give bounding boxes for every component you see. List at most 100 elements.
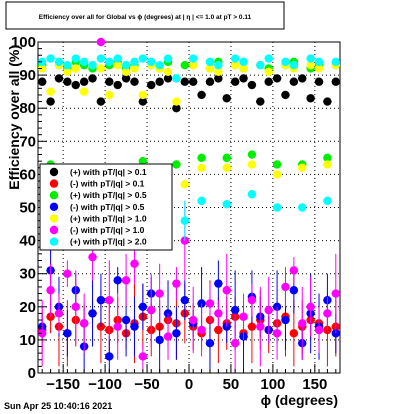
legend-label: (+) with pT/|q| > 2.0 — [70, 237, 147, 247]
data-point — [298, 319, 307, 328]
x-tick-label: −150 — [46, 376, 80, 393]
data-point — [96, 54, 106, 63]
legend-label: (+) with pT/|q| > 0.1 — [70, 167, 147, 177]
data-point — [180, 295, 190, 305]
data-point — [197, 163, 206, 172]
legend-marker — [49, 179, 59, 188]
data-point — [230, 77, 240, 86]
data-point — [281, 282, 290, 292]
data-point — [331, 77, 341, 86]
data-point — [214, 74, 223, 83]
data-point — [46, 87, 55, 96]
data-point — [331, 57, 341, 67]
y-tick-label: 100 — [11, 34, 36, 51]
data-point — [172, 104, 181, 113]
data-point — [172, 160, 181, 169]
data-point — [79, 57, 89, 67]
data-point — [88, 74, 97, 83]
data-point — [147, 305, 156, 315]
data-point — [155, 60, 164, 70]
legend-marker — [49, 214, 59, 223]
data-point — [105, 57, 114, 67]
data-point — [71, 54, 80, 63]
data-point — [230, 339, 240, 348]
data-point — [46, 54, 55, 63]
data-point — [272, 170, 282, 179]
data-point — [197, 196, 206, 206]
data-point — [281, 315, 290, 325]
data-point — [289, 60, 299, 70]
data-point — [247, 322, 257, 331]
data-point — [147, 57, 156, 67]
data-point — [256, 97, 265, 106]
legend-marker — [49, 225, 59, 235]
data-point — [289, 286, 299, 295]
data-point — [138, 352, 148, 361]
data-point — [172, 97, 181, 106]
data-point — [163, 54, 173, 63]
legend-label: (-) with pT/|q| > 0.1 — [70, 179, 145, 189]
y-tick-label: 30 — [19, 266, 36, 283]
legend-marker — [49, 191, 59, 200]
data-point — [172, 74, 181, 83]
data-point — [239, 312, 248, 321]
y-axis-title: Efficiency over all (%) — [6, 45, 22, 190]
data-point — [272, 329, 282, 338]
data-point — [113, 80, 122, 90]
x-tick-label: 0 — [185, 376, 193, 393]
data-point — [323, 160, 332, 169]
data-point — [71, 64, 80, 73]
data-point — [247, 295, 257, 305]
y-tick-label: 80 — [19, 100, 36, 117]
data-point — [121, 276, 131, 285]
y-tick-label: 60 — [19, 166, 36, 183]
data-point — [37, 77, 47, 86]
data-point — [314, 77, 324, 86]
data-point — [306, 302, 315, 311]
series-0 — [37, 74, 341, 113]
legend-label: (+) with pT/|q| > 1.0 — [70, 213, 147, 223]
data-point — [88, 60, 97, 70]
x-tick-label: −50 — [134, 376, 159, 393]
data-point — [113, 60, 122, 70]
data-point — [121, 67, 131, 76]
x-tick-label: 50 — [223, 376, 240, 393]
data-point — [289, 266, 299, 275]
data-point — [188, 315, 198, 325]
data-point — [121, 74, 131, 83]
data-point — [138, 97, 148, 106]
legend-box — [39, 163, 173, 251]
data-point — [88, 309, 97, 318]
data-point — [163, 332, 173, 341]
data-point — [230, 54, 240, 63]
legend-marker — [49, 167, 59, 177]
data-point — [281, 90, 290, 100]
data-point — [331, 289, 341, 298]
data-point — [197, 153, 206, 163]
legend: (+) with pT/|q| > 0.1 (-) with pT/|q| > 0… — [39, 163, 173, 251]
data-point — [264, 77, 273, 86]
data-point — [214, 309, 223, 318]
data-point — [264, 54, 273, 63]
data-point — [37, 329, 47, 338]
data-point — [172, 279, 181, 288]
data-point — [214, 60, 223, 70]
data-point — [247, 80, 257, 90]
data-point — [155, 77, 164, 86]
data-point — [306, 94, 315, 103]
x-axis-title: ϕ (degrees) — [261, 392, 338, 408]
y-tick-label: 40 — [19, 233, 36, 250]
data-point — [214, 67, 223, 76]
data-point — [197, 325, 206, 335]
x-tick-label: 100 — [260, 376, 285, 393]
data-point — [54, 57, 64, 67]
data-point — [37, 57, 47, 67]
legend-label: (-) with pT/|q| > 1.0 — [70, 225, 145, 235]
data-point — [37, 64, 47, 73]
data-point — [289, 77, 299, 86]
data-point — [79, 319, 89, 328]
data-point — [54, 309, 64, 318]
data-point — [323, 97, 332, 106]
series-6 — [37, 54, 341, 241]
